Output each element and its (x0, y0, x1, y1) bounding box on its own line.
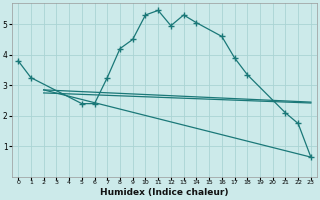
X-axis label: Humidex (Indice chaleur): Humidex (Indice chaleur) (100, 188, 229, 197)
